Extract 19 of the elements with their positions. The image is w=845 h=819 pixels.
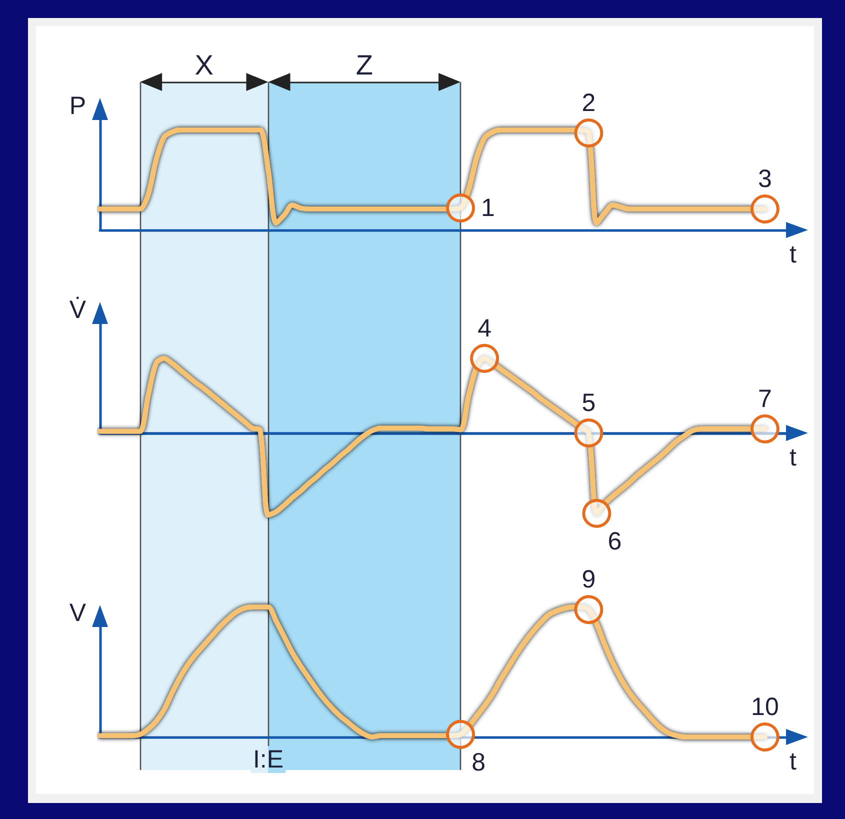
y-axis-title: P [69, 92, 86, 120]
x-axis-title: t [790, 444, 797, 472]
text: 8 [472, 748, 486, 776]
annotation: 4 [478, 314, 492, 342]
y-axis-title: V [69, 599, 86, 627]
annotation: 1 [481, 194, 495, 222]
annotation: 10 [751, 693, 779, 721]
annotation: 2 [582, 89, 596, 117]
y-axis-title: V̇ [69, 296, 86, 324]
text: I:E [252, 746, 284, 774]
annotation: 3 [758, 165, 772, 193]
x-axis-title: t [790, 748, 797, 776]
annotation: 7 [758, 384, 772, 413]
annotation: 9 [582, 566, 596, 594]
annotation: 6 [608, 527, 622, 556]
text: X [194, 50, 214, 80]
text: Z [356, 50, 373, 80]
x-axis-title: t [790, 240, 797, 268]
annotation: 5 [582, 389, 596, 417]
